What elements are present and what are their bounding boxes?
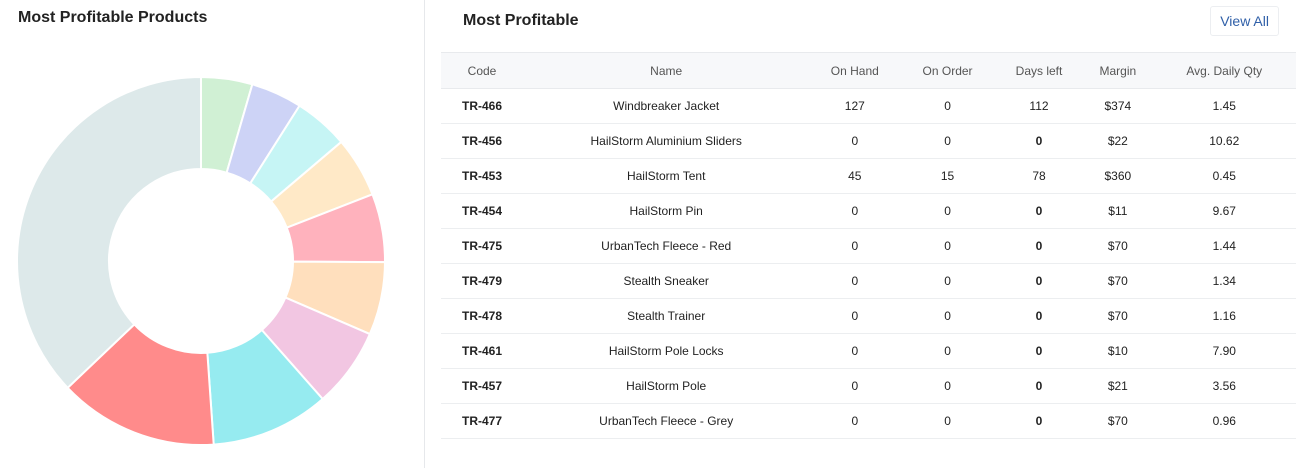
- donut-chart: [16, 75, 387, 446]
- cell-margin: $70: [1083, 403, 1153, 439]
- cell-name: HailStorm Tent: [523, 158, 810, 194]
- cell-on-hand: 0: [809, 333, 901, 369]
- cell-on-hand: 0: [809, 263, 901, 299]
- cell-on-hand: 0: [809, 403, 901, 439]
- cell-on-order: 0: [900, 368, 995, 404]
- cell-avg-daily-qty: 1.16: [1152, 298, 1296, 334]
- products-table: Code Name On Hand On Order Days left Margin Av…: [441, 52, 1296, 439]
- table-row[interactable]: TR-466 Windbreaker Jacket 127 0 112 $374 1.45: [441, 88, 1296, 124]
- cell-code: TR-461: [441, 333, 523, 369]
- table-row[interactable]: TR-475 UrbanTech Fleece - Red 0 0 0 $70 1.44: [441, 228, 1296, 264]
- table-body: TR-466 Windbreaker Jacket 127 0 112 $374 1.45 T…: [441, 88, 1296, 439]
- cell-margin: $360: [1083, 158, 1153, 194]
- cell-avg-daily-qty: 0.45: [1152, 158, 1296, 194]
- column-header-on-order[interactable]: On Order: [900, 52, 995, 89]
- chart-title: Most Profitable Products: [18, 9, 208, 26]
- table-row[interactable]: TR-478 Stealth Trainer 0 0 0 $70 1.16: [441, 298, 1296, 334]
- view-all-button[interactable]: View All: [1210, 6, 1279, 36]
- column-header-name[interactable]: Name: [523, 52, 810, 89]
- cell-on-order: 0: [900, 298, 995, 334]
- cell-on-hand: 45: [809, 158, 901, 194]
- table-row[interactable]: TR-479 Stealth Sneaker 0 0 0 $70 1.34: [441, 263, 1296, 299]
- table-title: Most Profitable: [463, 12, 579, 29]
- cell-on-order: 0: [900, 193, 995, 229]
- cell-on-hand: 0: [809, 228, 901, 264]
- cell-avg-daily-qty: 0.96: [1152, 403, 1296, 439]
- cell-margin: $21: [1083, 368, 1153, 404]
- cell-on-hand: 0: [809, 298, 901, 334]
- cell-days-left: 0: [994, 298, 1084, 334]
- table-row[interactable]: TR-461 HailStorm Pole Locks 0 0 0 $10 7.90: [441, 333, 1296, 369]
- cell-name: UrbanTech Fleece - Grey: [523, 403, 810, 439]
- cell-days-left: 78: [994, 158, 1084, 194]
- cell-code: TR-479: [441, 263, 523, 299]
- cell-code: TR-477: [441, 403, 523, 439]
- cell-on-hand: 0: [809, 123, 901, 159]
- cell-code: TR-453: [441, 158, 523, 194]
- column-header-code[interactable]: Code: [441, 52, 523, 89]
- cell-name: HailStorm Pole: [523, 368, 810, 404]
- cell-days-left: 0: [994, 193, 1084, 229]
- cell-on-order: 0: [900, 228, 995, 264]
- cell-on-order: 0: [900, 403, 995, 439]
- cell-days-left: 0: [994, 368, 1084, 404]
- cell-avg-daily-qty: 7.90: [1152, 333, 1296, 369]
- cell-name: Windbreaker Jacket: [523, 88, 810, 124]
- most-profitable-table-panel: Most Profitable View All Code Name On Hand…: [441, 0, 1296, 468]
- cell-margin: $70: [1083, 228, 1153, 264]
- cell-days-left: 0: [994, 333, 1084, 369]
- cell-code: TR-466: [441, 88, 523, 124]
- cell-margin: $22: [1083, 123, 1153, 159]
- cell-days-left: 0: [994, 403, 1084, 439]
- cell-margin: $70: [1083, 263, 1153, 299]
- cell-on-hand: 0: [809, 368, 901, 404]
- cell-on-order: 0: [900, 333, 995, 369]
- cell-code: TR-478: [441, 298, 523, 334]
- profitable-products-chart-panel: Most Profitable Products: [0, 0, 425, 468]
- cell-margin: $70: [1083, 298, 1153, 334]
- cell-name: HailStorm Aluminium Sliders: [523, 123, 810, 159]
- cell-name: HailStorm Pin: [523, 193, 810, 229]
- cell-avg-daily-qty: 9.67: [1152, 193, 1296, 229]
- cell-code: TR-457: [441, 368, 523, 404]
- cell-on-order: 0: [900, 263, 995, 299]
- cell-avg-daily-qty: 3.56: [1152, 368, 1296, 404]
- cell-margin: $374: [1083, 88, 1153, 124]
- table-row[interactable]: TR-454 HailStorm Pin 0 0 0 $11 9.67: [441, 193, 1296, 229]
- column-header-days-left[interactable]: Days left: [994, 52, 1084, 89]
- cell-name: Stealth Trainer: [523, 298, 810, 334]
- table-row[interactable]: TR-453 HailStorm Tent 45 15 78 $360 0.45: [441, 158, 1296, 194]
- cell-days-left: 0: [994, 263, 1084, 299]
- column-header-avg-daily-qty[interactable]: Avg. Daily Qty: [1152, 52, 1296, 89]
- cell-on-order: 0: [900, 88, 995, 124]
- cell-name: UrbanTech Fleece - Red: [523, 228, 810, 264]
- cell-on-order: 15: [900, 158, 995, 194]
- cell-code: TR-454: [441, 193, 523, 229]
- column-header-margin[interactable]: Margin: [1083, 52, 1153, 89]
- cell-avg-daily-qty: 1.44: [1152, 228, 1296, 264]
- cell-days-left: 0: [994, 228, 1084, 264]
- cell-name: Stealth Sneaker: [523, 263, 810, 299]
- cell-on-hand: 127: [809, 88, 901, 124]
- table-row[interactable]: TR-456 HailStorm Aluminium Sliders 0 0 0 $22 1…: [441, 123, 1296, 159]
- cell-on-order: 0: [900, 123, 995, 159]
- cell-code: TR-475: [441, 228, 523, 264]
- column-header-on-hand[interactable]: On Hand: [809, 52, 901, 89]
- cell-days-left: 0: [994, 123, 1084, 159]
- cell-code: TR-456: [441, 123, 523, 159]
- cell-avg-daily-qty: 1.34: [1152, 263, 1296, 299]
- cell-margin: $11: [1083, 193, 1153, 229]
- table-row[interactable]: TR-457 HailStorm Pole 0 0 0 $21 3.56: [441, 368, 1296, 404]
- cell-days-left: 112: [994, 88, 1084, 124]
- cell-avg-daily-qty: 1.45: [1152, 88, 1296, 124]
- cell-margin: $10: [1083, 333, 1153, 369]
- table-row[interactable]: TR-477 UrbanTech Fleece - Grey 0 0 0 $70 0.96: [441, 403, 1296, 439]
- donut-slice-10[interactable]: [16, 75, 202, 390]
- cell-on-hand: 0: [809, 193, 901, 229]
- cell-name: HailStorm Pole Locks: [523, 333, 810, 369]
- cell-avg-daily-qty: 10.62: [1152, 123, 1296, 159]
- table-header-row: Code Name On Hand On Order Days left Margin Av…: [441, 52, 1296, 89]
